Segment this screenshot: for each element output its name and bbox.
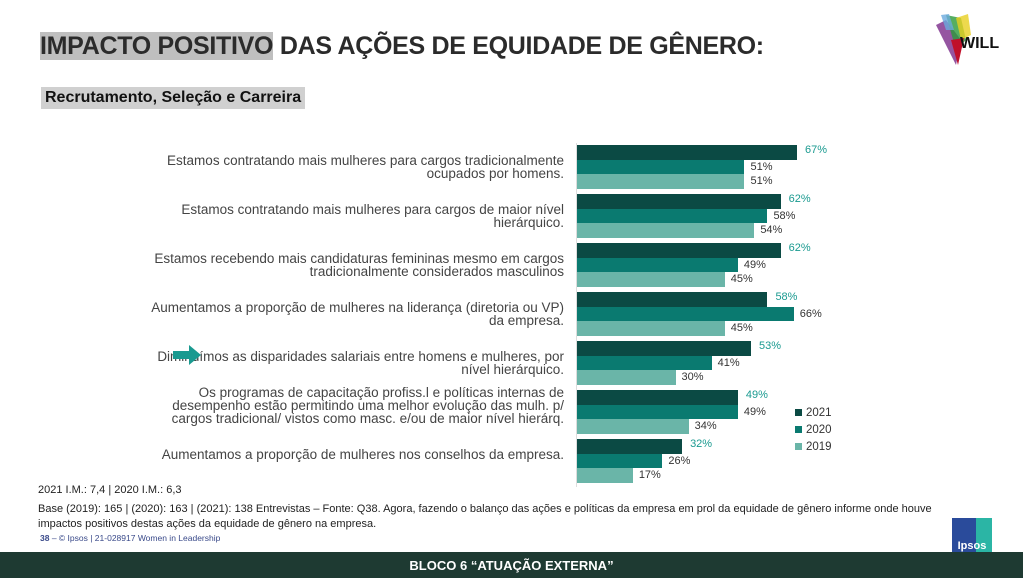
- data-label: 32%: [690, 438, 713, 450]
- page-title: IMPACTO POSITIVO DAS AÇÕES DE EQUIDADE D…: [40, 32, 764, 61]
- section-band: BLOCO 6 “ATUAÇÃO EXTERNA”: [0, 552, 1023, 578]
- bar-2019: [577, 370, 676, 385]
- legend-item: 2021: [795, 407, 832, 419]
- legend-label: 2021: [806, 407, 832, 419]
- legend-label: 2020: [806, 424, 832, 436]
- category-label: Aumentamos a proporção de mulheres na li…: [151, 300, 564, 328]
- bar-2019: [577, 468, 633, 483]
- legend-item: 2019: [795, 441, 832, 453]
- data-label: 17%: [638, 469, 661, 482]
- data-label: 49%: [745, 389, 768, 401]
- category-label: Estamos recebendo mais candidaturas femi…: [154, 251, 564, 279]
- bar-2020: [577, 159, 745, 175]
- legend-item: 2020: [795, 424, 832, 436]
- bar-2021: [577, 292, 768, 307]
- bar-2020: [577, 306, 794, 322]
- legend-swatch: [795, 443, 802, 450]
- category-label: Os programas de capacitação profiss.l e …: [171, 385, 564, 426]
- base-note: Base (2019): 165 | (2020): 163 | (2021):…: [38, 503, 932, 530]
- bar-2021: [577, 243, 781, 258]
- legend-label: 2019: [806, 441, 832, 453]
- data-label: 49%: [743, 258, 766, 271]
- data-label: 58%: [775, 291, 798, 303]
- category-label: Diminuímos as disparidades salariais ent…: [157, 349, 564, 377]
- bar-2020: [577, 404, 738, 420]
- bar-2021: [577, 145, 797, 160]
- bar-2019: [577, 223, 755, 238]
- data-label: 62%: [788, 193, 811, 205]
- data-label: 66%: [799, 307, 822, 320]
- page-subtitle: Recrutamento, Seleção e Carreira: [41, 87, 306, 109]
- footer-credit: 38 – © Ipsos | 21-028917 Women in Leader…: [40, 533, 220, 543]
- data-label: 30%: [681, 371, 704, 384]
- ipsos-logo-text: Ipsos: [957, 540, 987, 552]
- will-logo: WILL: [936, 14, 999, 65]
- data-label: 54%: [760, 224, 783, 237]
- data-label: 58%: [773, 209, 796, 222]
- bar-2019: [577, 272, 725, 287]
- im-note: 2021 I.M.: 7,4 | 2020 I.M.: 6,3: [38, 484, 182, 496]
- page-number: 38: [40, 533, 50, 543]
- bar-2021: [577, 194, 781, 209]
- svg-text:WILL: WILL: [960, 35, 999, 52]
- data-label: 67%: [805, 144, 828, 156]
- data-label: 62%: [788, 242, 811, 254]
- data-label: 49%: [743, 405, 766, 418]
- data-label: 34%: [694, 420, 717, 433]
- bar-2020: [577, 355, 712, 371]
- legend-swatch: [795, 426, 802, 433]
- ipsos-logo: Ipsos: [952, 518, 992, 552]
- chart-axis: [576, 143, 577, 487]
- bar-2020: [577, 453, 663, 469]
- bar-2020: [577, 208, 768, 224]
- bar-2021: [577, 341, 752, 356]
- data-label: 51%: [750, 175, 773, 188]
- data-label: 45%: [730, 322, 753, 335]
- category-label: Aumentamos a proporção de mulheres nos c…: [161, 447, 564, 462]
- legend-swatch: [795, 409, 802, 416]
- arrow-icon: [173, 345, 201, 365]
- data-label: 53%: [759, 340, 782, 352]
- bar-2019: [577, 321, 725, 336]
- data-label: 45%: [730, 273, 753, 286]
- title-highlight: IMPACTO POSITIVO: [40, 32, 274, 60]
- bar-2021: [577, 390, 738, 405]
- data-label: 26%: [668, 454, 691, 467]
- bar-2020: [577, 257, 738, 273]
- bar-2019: [577, 419, 689, 434]
- copyright: – © Ipsos | 21-028917 Women in Leadershi…: [51, 533, 221, 543]
- title-rest: DAS AÇÕES DE EQUIDADE DE GÊNERO:: [273, 32, 764, 60]
- bar-2019: [577, 174, 745, 189]
- bar-2021: [577, 439, 683, 454]
- data-label: 51%: [750, 160, 773, 173]
- category-label: Estamos contratando mais mulheres para c…: [167, 153, 564, 181]
- category-label: Estamos contratando mais mulheres para c…: [181, 202, 564, 230]
- data-label: 41%: [717, 356, 740, 369]
